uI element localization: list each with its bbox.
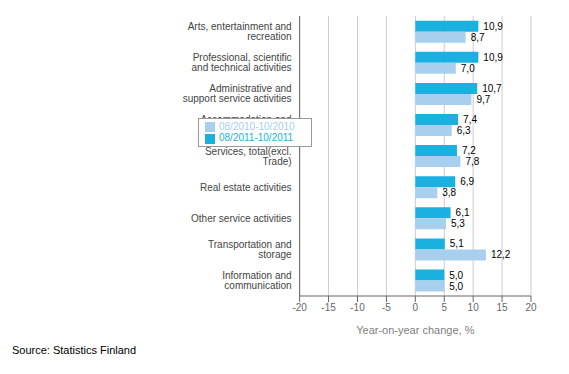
svg-text:Transportation andstorage: Transportation andstorage: [208, 239, 292, 260]
svg-text:6,9: 6,9: [460, 176, 474, 187]
svg-text:6,3: 6,3: [457, 125, 471, 136]
svg-text:10: 10: [468, 302, 480, 313]
svg-text:Professional, scientificand te: Professional, scientificand technical ac…: [192, 52, 292, 73]
svg-text:12,2: 12,2: [491, 249, 511, 260]
svg-text:10,7: 10,7: [482, 83, 502, 94]
svg-text:5,1: 5,1: [450, 238, 464, 249]
svg-text:10,9: 10,9: [483, 21, 503, 32]
svg-text:7,2: 7,2: [462, 145, 476, 156]
svg-text:-20: -20: [292, 302, 307, 313]
svg-text:Services, total(excl.Trade): Services, total(excl.Trade): [205, 146, 292, 167]
svg-text:Accommodation andfoodservice a: Accommodation andfoodservice activities: [199, 114, 291, 135]
svg-text:-10: -10: [350, 302, 365, 313]
svg-text:Information andcommunication: Information andcommunication: [222, 270, 292, 291]
svg-text:3,8: 3,8: [442, 187, 456, 198]
svg-text:7,0: 7,0: [461, 63, 475, 74]
svg-text:-15: -15: [321, 302, 336, 313]
svg-text:7,8: 7,8: [465, 156, 479, 167]
svg-text:5: 5: [441, 302, 447, 313]
svg-text:Arts, entertainment andrecreat: Arts, entertainment andrecreation: [188, 21, 292, 42]
svg-text:6,1: 6,1: [456, 207, 470, 218]
svg-text:15: 15: [497, 302, 509, 313]
svg-text:-5: -5: [382, 302, 391, 313]
svg-text:0: 0: [413, 302, 419, 313]
svg-text:5,3: 5,3: [451, 218, 465, 229]
svg-text:Real estate activities: Real estate activities: [200, 182, 292, 193]
svg-text:7,4: 7,4: [463, 114, 477, 125]
svg-text:Other service activities: Other service activities: [191, 213, 292, 224]
svg-text:5,0: 5,0: [449, 281, 463, 292]
svg-text:Year-on-year change, %: Year-on-year change, %: [356, 324, 474, 336]
svg-text:8,7: 8,7: [471, 32, 485, 43]
svg-text:20: 20: [525, 302, 537, 313]
svg-text:5,0: 5,0: [449, 270, 463, 281]
svg-text:9,7: 9,7: [476, 94, 490, 105]
svg-text:10,9: 10,9: [483, 52, 503, 63]
svg-text:Administrative andsupport serv: Administrative andsupport service activi…: [183, 83, 292, 104]
